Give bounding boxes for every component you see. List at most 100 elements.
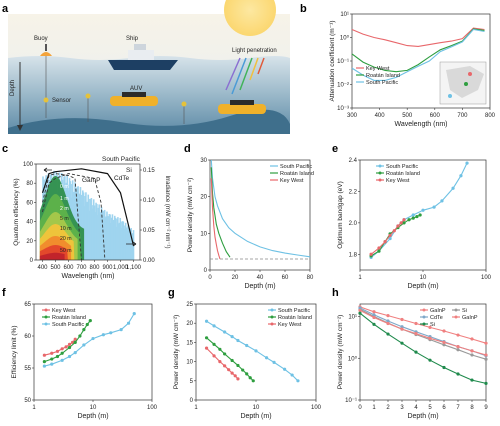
panel-letter-h: h <box>332 287 339 299</box>
data-point <box>88 319 92 323</box>
x-tick-label: 1 <box>358 275 362 281</box>
x-tick-label: 20 <box>232 275 239 281</box>
seafloor <box>8 109 290 134</box>
legend-label: GaInP <box>462 315 478 321</box>
x-tick-label: 8 <box>470 405 474 411</box>
data-point <box>386 321 390 326</box>
data-point <box>236 377 240 381</box>
x-tick-label: 10 <box>90 405 97 411</box>
y-axis-label: Power density (mW cm⁻²) <box>187 178 194 253</box>
data-point <box>70 340 75 344</box>
data-point <box>91 336 95 341</box>
sensor-icon-3 <box>181 101 187 124</box>
data-point <box>223 330 227 334</box>
data-point <box>212 324 216 328</box>
y-tick-label: 10¹ <box>348 315 357 321</box>
data-point <box>212 342 216 346</box>
x-tick-label: 1 <box>194 405 198 411</box>
legend-label: South Pacific <box>52 322 84 328</box>
data-point <box>227 368 231 372</box>
inset-marker-key-west <box>468 72 472 76</box>
legend-label: CdTe <box>430 315 443 321</box>
series-line <box>44 320 91 363</box>
data-point <box>400 317 404 322</box>
sea-area <box>8 56 290 134</box>
x-axis-label: Wavelength (nm) <box>394 121 447 128</box>
x-tick-label: 80 <box>307 275 314 281</box>
legend-label: Roatán Island <box>280 171 314 177</box>
sensor-icon <box>43 97 49 103</box>
series-line <box>359 309 487 356</box>
y-tick-label: 10⁻¹ <box>345 398 357 404</box>
data-point <box>55 354 60 359</box>
data-point <box>400 341 404 345</box>
data-point <box>383 240 387 244</box>
data-point <box>60 351 64 355</box>
y-axis-label: Quantum efficiency (%) <box>13 178 20 245</box>
data-point <box>248 376 252 380</box>
legend-marker <box>378 178 382 182</box>
legend-label: South Pacific <box>280 164 312 170</box>
qe-curve <box>41 168 135 246</box>
data-point <box>42 364 46 368</box>
depth-label: Depth <box>10 80 16 96</box>
series-line <box>206 337 254 382</box>
data-point <box>428 336 432 340</box>
y2-tick-label: 0.00 <box>143 258 155 264</box>
y-tick-label: 10⁻¹ <box>337 59 349 65</box>
legend-marker <box>44 308 48 312</box>
data-point <box>358 308 362 313</box>
legend-label: Key West <box>278 322 302 328</box>
data-point <box>432 205 436 209</box>
y-tick-label: 0 <box>190 398 194 404</box>
auv-icon-2 <box>218 100 266 114</box>
data-point <box>388 236 392 241</box>
data-point <box>442 329 446 333</box>
annotation-depth: 50 m <box>60 248 72 254</box>
panel-letter-e: e <box>332 143 338 155</box>
data-point <box>236 338 240 343</box>
y-tick-label: 20 <box>186 321 193 327</box>
y2-axis-label: Irradiance (mW cm⁻² nm⁻¹) <box>164 175 170 248</box>
y-tick-label: 10¹ <box>340 12 349 18</box>
data-point <box>50 362 54 366</box>
data-point <box>428 358 432 362</box>
panel-letter-c: c <box>2 143 8 155</box>
y-tick-label: 10⁰ <box>348 355 358 362</box>
data-point <box>42 360 46 364</box>
x-tick-label: 500 <box>402 113 413 119</box>
data-point <box>442 343 446 347</box>
series-line <box>370 214 421 257</box>
inset-landmass <box>446 66 484 98</box>
y-axis-label: Power density (mW cm⁻²) <box>337 315 344 390</box>
series-line <box>44 313 135 367</box>
annotation-depth: 5 m <box>60 216 69 222</box>
x-tick-label: 100 <box>481 275 492 281</box>
y2-tick-label: 0.05 <box>143 228 155 234</box>
data-point <box>296 379 300 383</box>
data-point <box>264 356 269 360</box>
x-tick-label: 700 <box>76 265 87 271</box>
data-point <box>55 349 60 353</box>
x-tick-label: 60 <box>282 275 289 281</box>
data-point <box>109 331 113 335</box>
data-point <box>50 357 54 361</box>
data-point <box>230 335 234 339</box>
x-tick-label: 0 <box>208 275 212 281</box>
legend-marker <box>378 164 382 168</box>
x-tick-label: 3 <box>400 405 404 411</box>
data-point <box>272 360 276 364</box>
data-point <box>254 349 258 353</box>
depth-irradiance-area <box>39 252 65 260</box>
data-point <box>233 374 237 378</box>
data-point <box>470 353 474 357</box>
data-point <box>414 331 418 336</box>
y-tick-label: 50 <box>24 398 31 404</box>
data-point <box>73 337 77 341</box>
data-point <box>251 379 255 383</box>
x-tick-label: 7 <box>456 405 460 411</box>
data-point <box>459 174 463 178</box>
chart-g-power-density: 1 10 100 0 5 10 15 20 25 Depth (m) Power density (… <box>173 302 322 420</box>
data-point <box>223 352 227 356</box>
x-tick-label: 9 <box>484 405 488 411</box>
